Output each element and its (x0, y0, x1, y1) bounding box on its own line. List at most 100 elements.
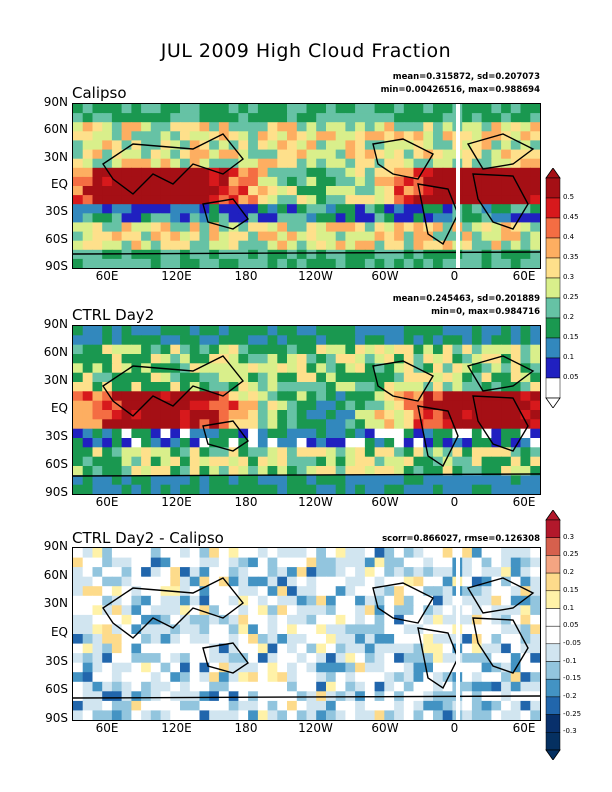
field-cell (218, 653, 230, 664)
field-cell (462, 391, 473, 402)
field-cell (510, 249, 522, 260)
field-cell (111, 186, 123, 196)
field-cell (73, 634, 84, 645)
field-cell (257, 213, 269, 223)
field-cell (267, 634, 278, 645)
field-cell (238, 605, 249, 616)
field-cell (102, 354, 113, 364)
field-cell (520, 475, 531, 486)
field-cell (160, 710, 171, 720)
field-cell (141, 167, 152, 178)
field-cell (150, 557, 162, 568)
field-cell (277, 428, 288, 439)
field-cell (238, 354, 249, 364)
field-cell (335, 634, 346, 645)
field-cell (111, 662, 123, 673)
field-cell (102, 428, 113, 439)
field-cell (170, 653, 181, 664)
field-cell (131, 354, 142, 364)
field-cell (394, 231, 405, 242)
lon-tick-label: 0 (450, 495, 459, 509)
field-cell (131, 372, 142, 383)
field-cell (199, 419, 210, 430)
coastline (417, 405, 459, 468)
field-cell (150, 391, 162, 402)
field-cell (306, 344, 317, 355)
field-cell (374, 456, 385, 467)
field-cell (423, 249, 434, 260)
field-cell (277, 548, 288, 559)
field-cell (73, 614, 84, 626)
field-cell (92, 410, 103, 420)
field-cell (384, 176, 395, 187)
field-cell (238, 149, 249, 160)
field-cell (257, 614, 269, 626)
field-cell (471, 354, 483, 364)
field-cell (277, 113, 288, 123)
field-cell (374, 466, 385, 476)
field-cell (481, 567, 492, 578)
field-cell (501, 240, 512, 251)
field-cell (141, 363, 152, 374)
field-cell (228, 363, 239, 374)
field-cell (316, 231, 327, 242)
field-cell (209, 484, 220, 494)
field-cell (248, 484, 259, 494)
field-cell (160, 249, 171, 260)
field-cell (121, 104, 132, 114)
field-cell (530, 240, 540, 251)
field-cell (335, 382, 346, 392)
field-cell (92, 576, 103, 587)
field-cell (160, 240, 171, 251)
field-cell (394, 475, 405, 486)
field-cell (384, 428, 395, 439)
field-cell (287, 586, 298, 597)
field-cell (335, 410, 346, 420)
field-cell (170, 122, 181, 132)
field-cell (209, 372, 220, 383)
field-cell (374, 158, 385, 169)
field-cell (501, 391, 512, 402)
field-cell (384, 122, 395, 132)
field-cell (481, 131, 492, 141)
field-cell (218, 258, 230, 268)
field-cell (345, 466, 356, 476)
field-cell (384, 643, 395, 654)
field-cell (92, 326, 103, 336)
field-cell (530, 372, 540, 383)
field-cell (267, 557, 278, 568)
field-cell (423, 466, 434, 476)
panel-title-difference: CTRL Day2 - Calipso (72, 529, 224, 547)
field-cell (180, 354, 191, 364)
field-cell (491, 176, 502, 187)
field-cell (423, 158, 434, 169)
field-cell (111, 475, 123, 486)
field-cell (481, 447, 492, 458)
field-cell (248, 222, 259, 233)
field-cell (180, 258, 191, 268)
field-cell (199, 548, 210, 559)
field-cell (364, 681, 376, 692)
field-cell (73, 653, 84, 664)
field-cell (277, 672, 288, 683)
field-cell (403, 122, 415, 132)
field-cell (462, 653, 473, 664)
field-cell (394, 400, 405, 411)
field-cell (374, 213, 385, 223)
field-cell (92, 167, 103, 178)
field-cell (111, 113, 123, 123)
field-cell (520, 113, 531, 123)
field-cell (189, 391, 201, 402)
field-cell (257, 586, 269, 597)
field-cell (121, 484, 132, 494)
field-cell (238, 258, 249, 268)
field-cell (335, 624, 346, 635)
field-cell (180, 438, 191, 448)
field-cell (228, 662, 239, 673)
field-cell (218, 372, 230, 383)
field-cell (218, 222, 230, 233)
field-cell (150, 213, 162, 223)
field-cell (442, 149, 453, 160)
colorbar-swatch (545, 197, 561, 219)
field-cell (287, 557, 298, 568)
